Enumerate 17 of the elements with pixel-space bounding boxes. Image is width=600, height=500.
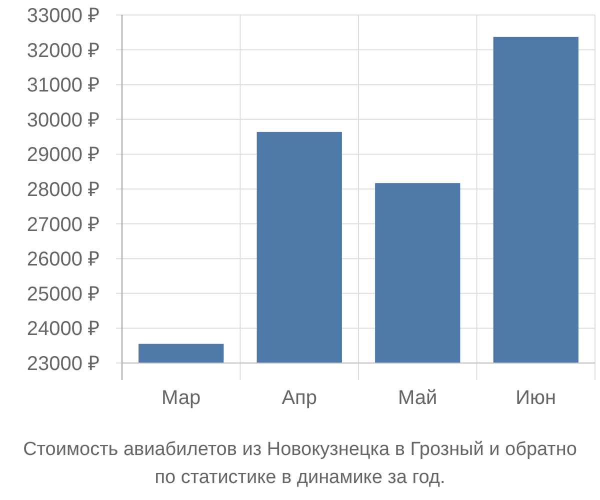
y-tick-label: 33000 ₽ <box>26 5 100 27</box>
y-tick-label: 32000 ₽ <box>26 40 100 62</box>
y-tick-label: 29000 ₽ <box>26 144 100 166</box>
y-tick-label: 26000 ₽ <box>26 248 100 271</box>
y-tick-label: 27000 ₽ <box>26 214 100 236</box>
y-tick-label: 25000 ₽ <box>26 283 100 306</box>
x-tick-label: Май <box>398 387 438 409</box>
y-tick-label: 23000 ₽ <box>26 353 100 375</box>
x-tick-label: Апр <box>282 387 318 409</box>
x-tick-label: Мар <box>162 387 201 409</box>
y-tick-label: 28000 ₽ <box>26 179 100 201</box>
x-tick-label: Июн <box>516 387 556 409</box>
y-tick-label: 31000 ₽ <box>26 74 100 97</box>
text: Стоимость авиабилетов из Новокузнецка в Грозный и обратно <box>23 439 577 460</box>
y-tick-label: 24000 ₽ <box>26 318 100 340</box>
y-tick-label: 30000 ₽ <box>26 109 100 132</box>
text: по статистике в динамике за год. <box>154 467 446 488</box>
